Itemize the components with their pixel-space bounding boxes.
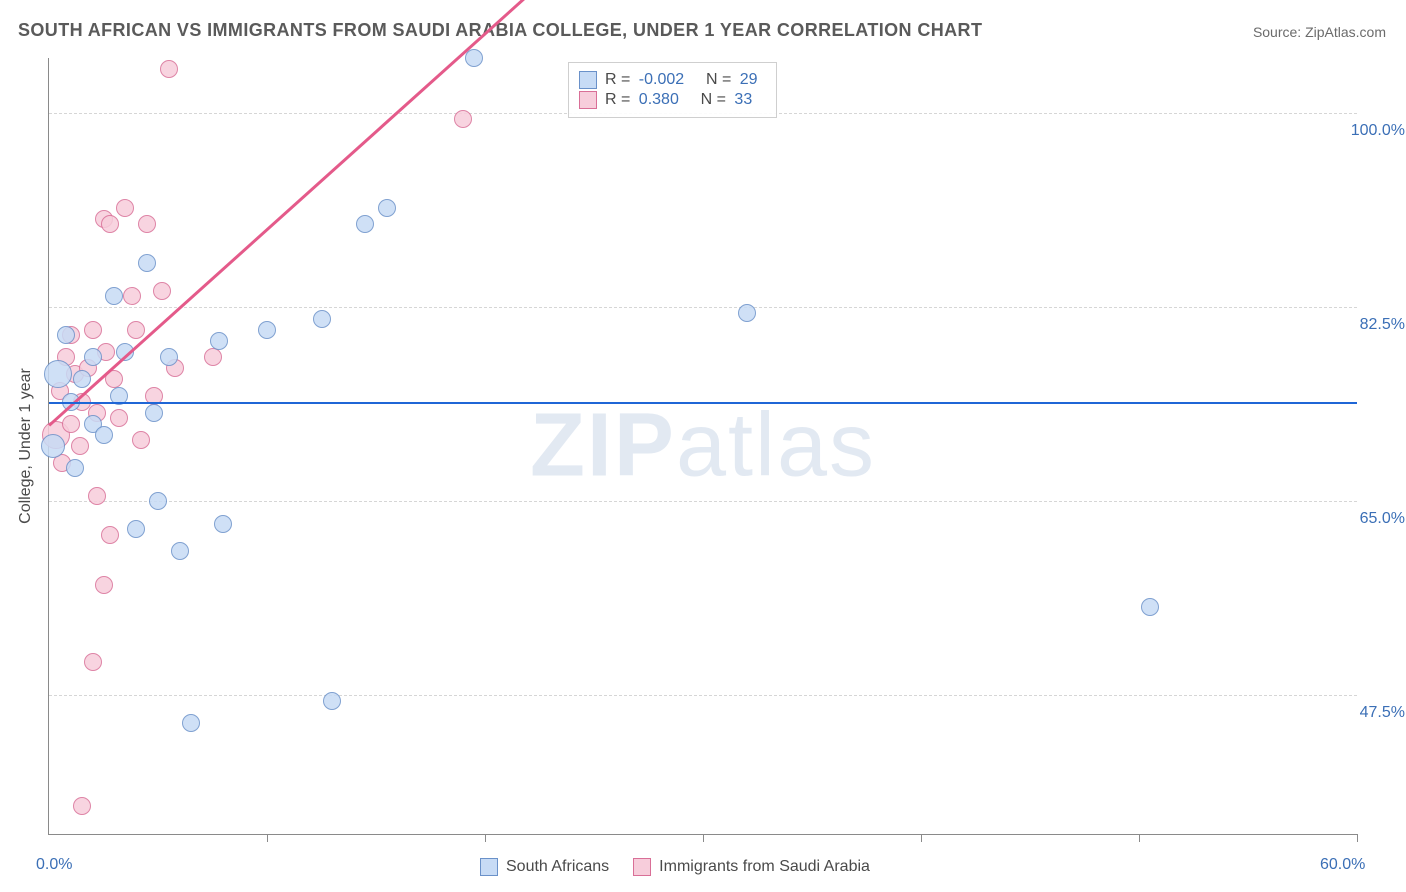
- data-point: [210, 332, 228, 350]
- swatch-series-a-icon: [480, 858, 498, 876]
- legend-item-a: South Africans: [480, 858, 609, 876]
- chart-title: SOUTH AFRICAN VS IMMIGRANTS FROM SAUDI A…: [18, 20, 982, 41]
- data-point: [127, 520, 145, 538]
- y-tick-label: 47.5%: [1360, 704, 1405, 722]
- data-point: [138, 215, 156, 233]
- scatter-plot-area: ZIPatlas 47.5%65.0%82.5%100.0%: [48, 58, 1357, 835]
- watermark: ZIPatlas: [530, 395, 876, 498]
- data-point: [84, 321, 102, 339]
- r-label: R =: [605, 91, 630, 108]
- correlation-legend: R = -0.002 N = 29 R = 0.380 N = 33: [568, 62, 777, 118]
- data-point: [101, 526, 119, 544]
- watermark-rest: atlas: [676, 396, 876, 496]
- data-point: [116, 199, 134, 217]
- data-point: [84, 348, 102, 366]
- stats-series-b: R = 0.380 N = 33: [605, 91, 756, 109]
- data-point: [66, 459, 84, 477]
- data-point: [258, 321, 276, 339]
- series-a-label: South Africans: [506, 858, 609, 876]
- data-point: [149, 492, 167, 510]
- data-point: [71, 437, 89, 455]
- data-point: [138, 254, 156, 272]
- data-point: [123, 287, 141, 305]
- data-point: [204, 348, 222, 366]
- data-point: [110, 409, 128, 427]
- x-tick: [703, 834, 704, 842]
- data-point: [153, 282, 171, 300]
- x-tick: [921, 834, 922, 842]
- data-point: [88, 487, 106, 505]
- y-axis-title: College, Under 1 year: [17, 368, 35, 524]
- watermark-bold: ZIP: [530, 396, 676, 496]
- data-point: [160, 348, 178, 366]
- data-point: [95, 426, 113, 444]
- data-point: [57, 326, 75, 344]
- data-point: [454, 110, 472, 128]
- data-point: [378, 199, 396, 217]
- stats-series-a: R = -0.002 N = 29: [605, 71, 762, 89]
- data-point: [171, 542, 189, 560]
- x-tick: [1357, 834, 1358, 842]
- data-point: [73, 370, 91, 388]
- data-point: [62, 415, 80, 433]
- data-point: [160, 60, 178, 78]
- n-value-b: 33: [734, 91, 752, 108]
- r-label: R =: [605, 71, 630, 88]
- data-point: [738, 304, 756, 322]
- data-point: [105, 287, 123, 305]
- y-tick-label: 82.5%: [1360, 316, 1405, 334]
- x-tick: [485, 834, 486, 842]
- n-label: N =: [701, 91, 726, 108]
- data-point: [84, 653, 102, 671]
- swatch-series-b: [579, 91, 597, 109]
- gridline-h: [49, 501, 1357, 502]
- swatch-series-a: [579, 71, 597, 89]
- gridline-h: [49, 307, 1357, 308]
- legend-item-b: Immigrants from Saudi Arabia: [633, 858, 870, 876]
- data-point: [101, 215, 119, 233]
- source-prefix: Source:: [1253, 24, 1305, 40]
- r-value-a: -0.002: [639, 71, 684, 88]
- data-point: [182, 714, 200, 732]
- data-point: [1141, 598, 1159, 616]
- data-point: [41, 434, 65, 458]
- data-point: [313, 310, 331, 328]
- legend-row-a: R = -0.002 N = 29: [579, 71, 762, 89]
- data-point: [132, 431, 150, 449]
- trend-line: [49, 402, 1357, 404]
- series-legend: South Africans Immigrants from Saudi Ara…: [480, 858, 870, 876]
- gridline-h: [49, 695, 1357, 696]
- data-point: [323, 692, 341, 710]
- legend-row-b: R = 0.380 N = 33: [579, 91, 762, 109]
- x-tick: [1139, 834, 1140, 842]
- swatch-series-b-icon: [633, 858, 651, 876]
- n-value-a: 29: [740, 71, 758, 88]
- r-value-b: 0.380: [639, 91, 679, 108]
- data-point: [465, 49, 483, 67]
- source-name: ZipAtlas.com: [1305, 24, 1386, 40]
- series-b-label: Immigrants from Saudi Arabia: [659, 858, 870, 876]
- data-point: [44, 360, 72, 388]
- x-tick: [267, 834, 268, 842]
- data-point: [73, 797, 91, 815]
- y-tick-label: 100.0%: [1351, 122, 1405, 140]
- data-point: [356, 215, 374, 233]
- y-tick-label: 65.0%: [1360, 510, 1405, 528]
- data-point: [214, 515, 232, 533]
- data-point: [145, 404, 163, 422]
- x-axis-max-label: 60.0%: [1320, 856, 1365, 874]
- source-attribution: Source: ZipAtlas.com: [1253, 24, 1386, 40]
- data-point: [95, 576, 113, 594]
- data-point: [127, 321, 145, 339]
- x-axis-min-label: 0.0%: [36, 856, 72, 874]
- n-label: N =: [706, 71, 731, 88]
